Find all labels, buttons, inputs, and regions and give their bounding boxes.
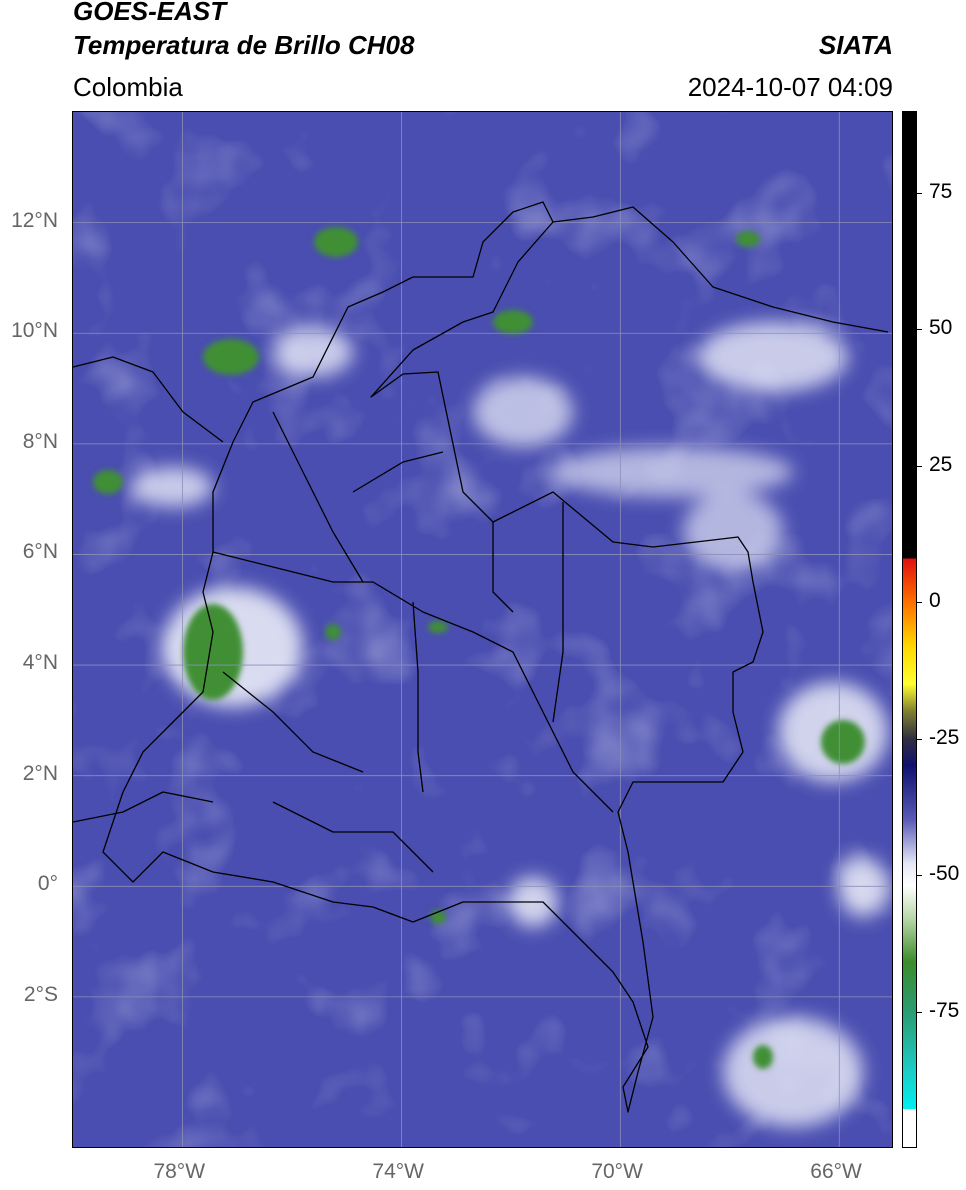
cloud-blob	[723, 1017, 863, 1127]
lat-tick-label: 6°N	[22, 540, 58, 564]
venezuela-coast	[552, 206, 889, 333]
department-border	[272, 411, 364, 583]
colorbar-tick	[917, 602, 922, 604]
graticule	[73, 112, 892, 1147]
convective-cell	[428, 621, 448, 633]
satellite-map	[72, 111, 893, 1148]
convective-cell	[736, 231, 760, 247]
colorbar-tick-label: 25	[929, 452, 953, 476]
cloud-blob	[698, 322, 848, 392]
panama-border	[73, 356, 224, 443]
colorbar-tick	[917, 875, 922, 877]
cloud-blob	[838, 857, 888, 917]
datetime-label: 2024-10-07 04:09	[687, 72, 893, 102]
colorbar-tick	[917, 738, 922, 740]
cloud-blob	[473, 377, 573, 447]
lat-tick-label: 0°	[37, 872, 58, 896]
convective-cell	[314, 227, 358, 257]
cloud-blob	[683, 492, 783, 572]
department-border	[272, 801, 434, 873]
department-border	[352, 451, 444, 493]
colorbar-tick	[917, 1011, 922, 1013]
colorbar-tick-label: 0	[929, 589, 941, 613]
map-canvas	[73, 112, 892, 1147]
lon-tick-label: 70°W	[591, 1160, 643, 1183]
colorbar-tick	[917, 329, 922, 331]
lat-tick-label: 4°N	[22, 651, 58, 675]
lat-tick-label: 2°S	[23, 982, 58, 1006]
colorbar-tick	[917, 465, 922, 467]
colorbar-tick-label: -50	[929, 862, 960, 886]
lat-tick-label: 12°N	[11, 208, 58, 232]
convective-cell	[821, 720, 865, 764]
department-border	[552, 502, 564, 723]
cloud-blob	[553, 447, 793, 497]
colorbar-tick-label: 50	[929, 316, 953, 340]
department-border	[412, 601, 424, 793]
lat-tick-label: 8°N	[22, 429, 58, 453]
product-title: Temperatura de Brillo CH08	[73, 30, 415, 60]
colombia-border	[102, 201, 764, 1113]
department-border	[492, 522, 514, 613]
department-border	[222, 671, 364, 773]
ecuador-border	[73, 791, 214, 823]
lat-tick-label: 2°N	[22, 761, 58, 785]
lon-tick-label: 66°W	[810, 1160, 862, 1183]
country-borders	[73, 201, 889, 1113]
cloud-blob	[133, 467, 213, 507]
colorbar-fill	[903, 112, 916, 1147]
colorbar-tick	[917, 192, 922, 194]
colorbar	[902, 111, 917, 1148]
convective-cell	[493, 310, 533, 334]
colorbar-tick-label: 75	[929, 179, 953, 203]
convective-cell	[325, 624, 341, 640]
colorbar-tick-label: -25	[929, 725, 960, 749]
lat-tick-label: 10°N	[11, 319, 58, 343]
lon-tick-label: 78°W	[153, 1160, 206, 1183]
colorbar-tick-label: -75	[929, 998, 960, 1022]
brand-label: SIATA	[818, 30, 893, 60]
department-border	[212, 551, 614, 813]
satellite-title: GOES-EAST	[73, 0, 227, 26]
cloud-blob	[273, 327, 353, 377]
convective-cell	[203, 339, 259, 375]
convective-cell-layer	[93, 227, 865, 1069]
region-label: Colombia	[73, 72, 183, 102]
lon-tick-label: 74°W	[372, 1160, 424, 1183]
colorbar-gradient	[903, 112, 916, 1147]
convective-cell	[753, 1045, 773, 1069]
convective-cell	[93, 470, 123, 494]
convective-cell	[183, 604, 243, 700]
